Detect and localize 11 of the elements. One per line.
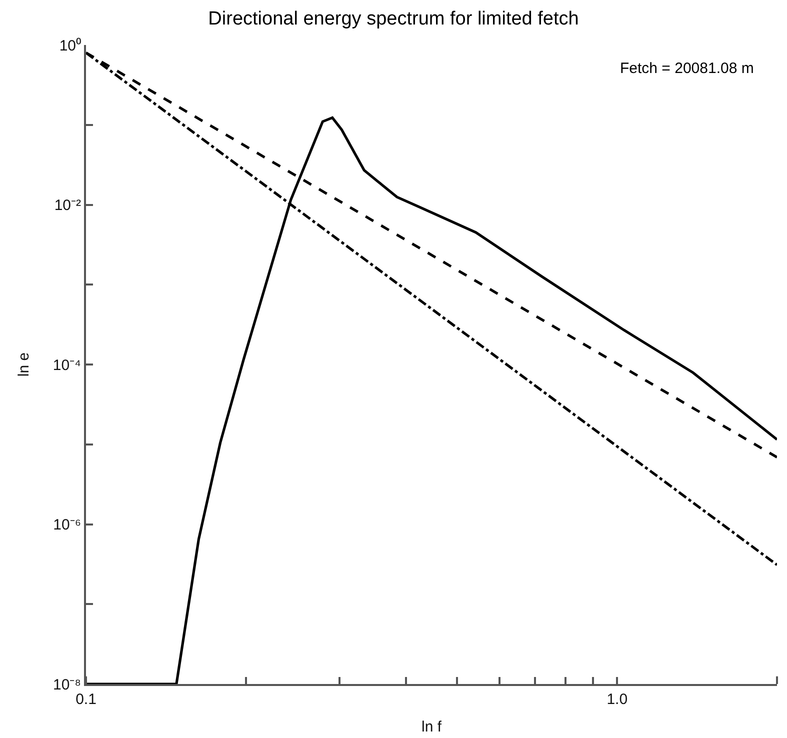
y-tick-label: 10⁻⁴ xyxy=(52,356,81,374)
y-tick-label: 10⁰ xyxy=(59,37,81,54)
y-tick-label: 10⁻⁶ xyxy=(53,516,81,534)
y-tick-label: 10⁻⁸ xyxy=(52,676,81,694)
x-tick-label: 0.1 xyxy=(76,691,96,708)
x-tick-label: 1.0 xyxy=(606,691,628,708)
chart-title: Directional energy spectrum for limited fetch xyxy=(208,8,579,30)
annotation: Fetch = 20081.08 m xyxy=(620,60,754,77)
y-tick-label: 10⁻² xyxy=(54,197,81,214)
y-axis-title: ln e xyxy=(16,352,33,377)
x-axis-title: ln f xyxy=(421,718,442,736)
